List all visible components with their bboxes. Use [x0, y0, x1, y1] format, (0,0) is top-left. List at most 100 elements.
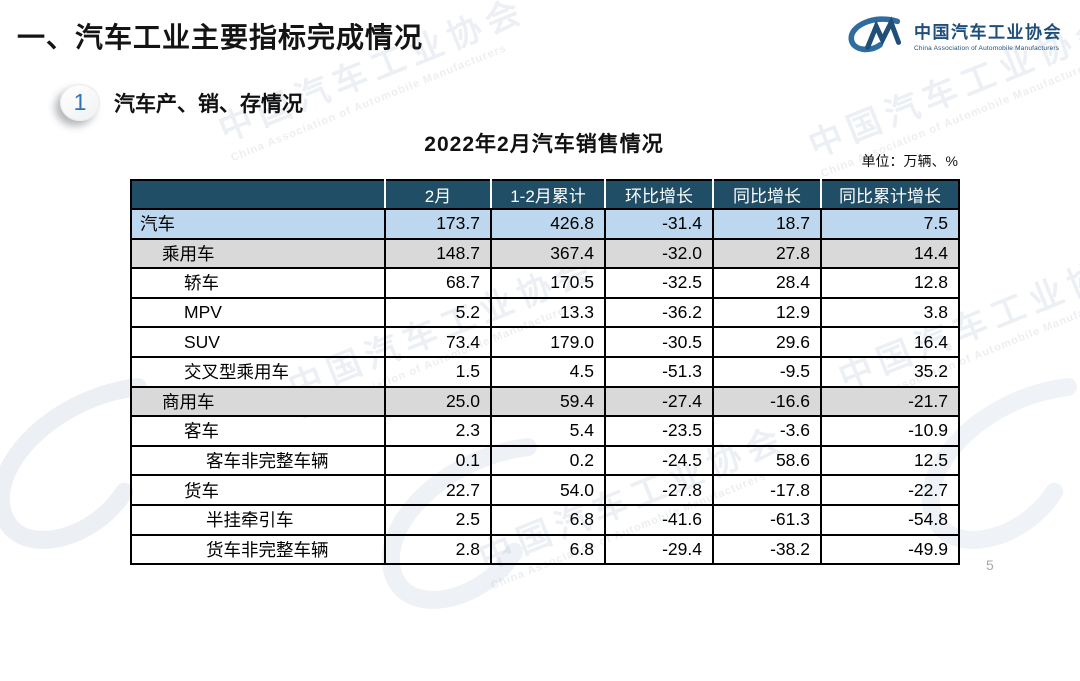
row-label: 乘用车 — [130, 237, 386, 270]
table-row: 商用车 25.0 59.4 -27.4 -16.6 -21.7 — [130, 385, 960, 418]
row-label: 汽车 — [130, 208, 386, 240]
row-label: 交叉型乘用车 — [130, 355, 386, 388]
cell-value: -27.4 — [604, 385, 714, 418]
col-header-yoy-cumulative-growth: 同比累计增长 — [820, 180, 959, 210]
unit-note: 单位：万辆、% — [861, 153, 958, 169]
cell-value: 29.6 — [712, 326, 822, 358]
cell-value: 54.0 — [490, 474, 606, 506]
cell-value: 28.4 — [712, 267, 822, 299]
cell-value: 179.0 — [490, 326, 606, 358]
cell-value: -24.5 — [604, 444, 714, 477]
cell-value: -30.5 — [604, 326, 714, 358]
cell-value: 18.7 — [712, 208, 822, 240]
col-header-mom-growth: 环比增长 — [604, 180, 713, 210]
row-label: MPV — [130, 296, 386, 329]
row-label: 货车非完整车辆 — [130, 533, 386, 566]
cell-value: 35.2 — [820, 355, 960, 388]
cell-value: 73.4 — [384, 326, 492, 358]
cell-value: -36.2 — [604, 296, 714, 329]
cell-value: 13.3 — [490, 296, 606, 329]
cell-value: 5.2 — [384, 296, 492, 329]
table-body: 汽车 173.7 426.8 -31.4 18.7 7.5 乘用车 148.7 367.4 -32… — [130, 208, 960, 566]
cell-value: -31.4 — [604, 208, 714, 240]
cell-value: 3.8 — [820, 296, 960, 329]
cell-value: -54.8 — [820, 503, 960, 536]
cell-value: -51.3 — [604, 355, 714, 388]
caam-logo-en: China Association of Automobile Manufact… — [914, 45, 1060, 52]
table-row: MPV 5.2 13.3 -36.2 12.9 3.8 — [130, 296, 960, 329]
cell-value: -16.6 — [712, 385, 822, 418]
cell-value: -23.5 — [604, 415, 714, 447]
cell-value: 426.8 — [490, 208, 606, 240]
table-row: 半挂牵引车 2.5 6.8 -41.6 -61.3 -54.8 — [130, 503, 960, 536]
cell-value: 0.2 — [490, 444, 606, 477]
cell-value: 6.8 — [490, 503, 606, 536]
row-label: 商用车 — [130, 385, 386, 418]
row-label: 货车 — [130, 474, 386, 506]
cell-value: 27.8 — [712, 237, 822, 270]
cell-value: 25.0 — [384, 385, 492, 418]
table-row: 客车非完整车辆 0.1 0.2 -24.5 58.6 12.5 — [130, 444, 960, 477]
cell-value: 14.4 — [820, 237, 960, 270]
row-label: 半挂牵引车 — [130, 503, 386, 536]
cell-value: 1.5 — [384, 355, 492, 388]
caam-logo-text: 中国汽车工业协会 China Association of Automobile… — [914, 18, 1062, 52]
cell-value: -32.0 — [604, 237, 714, 270]
cell-value: 16.4 — [820, 326, 960, 358]
section-header: 1 汽车产、销、存情况 — [60, 84, 303, 121]
cell-value: 59.4 — [490, 385, 606, 418]
cell-value: 170.5 — [490, 267, 606, 299]
table-row: 轿车 68.7 170.5 -32.5 28.4 12.8 — [130, 267, 960, 299]
table-row: 交叉型乘用车 1.5 4.5 -51.3 -9.5 35.2 — [130, 355, 960, 388]
cell-value: -27.8 — [604, 474, 714, 506]
table-row: 汽车 173.7 426.8 -31.4 18.7 7.5 — [130, 208, 960, 240]
table-row: 客车 2.3 5.4 -23.5 -3.6 -10.9 — [130, 415, 960, 447]
section-number-badge: 1 — [60, 84, 100, 121]
cell-value: -17.8 — [712, 474, 822, 506]
cell-value: 2.3 — [384, 415, 492, 447]
cell-value: 68.7 — [384, 267, 492, 299]
cell-value: 58.6 — [712, 444, 822, 477]
cell-value: 22.7 — [384, 474, 492, 506]
col-header-feb: 2月 — [384, 180, 491, 210]
section-title: 汽车产、销、存情况 — [114, 92, 303, 116]
table-row: 货车非完整车辆 2.8 6.8 -29.4 -38.2 -49.9 — [130, 533, 960, 566]
cell-value: -61.3 — [712, 503, 822, 536]
col-header-yoy-growth: 同比增长 — [712, 180, 821, 210]
row-label: 客车非完整车辆 — [130, 444, 386, 477]
cell-value: 0.1 — [384, 444, 492, 477]
cell-value: -41.6 — [604, 503, 714, 536]
cell-value: 2.5 — [384, 503, 492, 536]
row-label: SUV — [130, 326, 386, 358]
cell-value: 5.4 — [490, 415, 606, 447]
slide: 一、汽车工业主要指标完成情况 中国汽车工业协会 China Associatio… — [17, 12, 1062, 573]
caam-logo-cn: 中国汽车工业协会 — [914, 23, 1062, 42]
table-row: 货车 22.7 54.0 -27.8 -17.8 -22.7 — [130, 474, 960, 506]
caam-logo: 中国汽车工业协会 China Association of Automobile… — [844, 12, 1062, 58]
cell-value: 12.8 — [820, 267, 960, 299]
cell-value: 367.4 — [490, 237, 606, 270]
cell-value: 12.5 — [820, 444, 960, 477]
row-label: 轿车 — [130, 267, 386, 299]
row-label: 客车 — [130, 415, 386, 447]
caam-logo-icon — [848, 16, 902, 53]
cell-value: -22.7 — [820, 474, 960, 506]
cell-value: -49.9 — [820, 533, 960, 566]
cell-value: 12.9 — [712, 296, 822, 329]
table-title: 2022年2月汽车销售情况 — [424, 133, 664, 156]
cell-value: -38.2 — [712, 533, 822, 566]
table-row: 乘用车 148.7 367.4 -32.0 27.8 14.4 — [130, 237, 960, 270]
cell-value: 4.5 — [490, 355, 606, 388]
col-header-category — [131, 180, 385, 210]
table-header-row: 2月 1-2月累计 环比增长 同比增长 同比累计增长 — [131, 180, 959, 210]
cell-value: 173.7 — [384, 208, 492, 240]
table-row: SUV 73.4 179.0 -30.5 29.6 16.4 — [130, 326, 960, 358]
cell-value: 7.5 — [820, 208, 960, 240]
cell-value: 6.8 — [490, 533, 606, 566]
page-number: 5 — [986, 557, 994, 573]
cell-value: -29.4 — [604, 533, 714, 566]
cell-value: 148.7 — [384, 237, 492, 270]
cell-value: -21.7 — [820, 385, 960, 418]
cell-value: -3.6 — [712, 415, 822, 447]
col-header-cumulative: 1-2月累计 — [490, 180, 605, 210]
